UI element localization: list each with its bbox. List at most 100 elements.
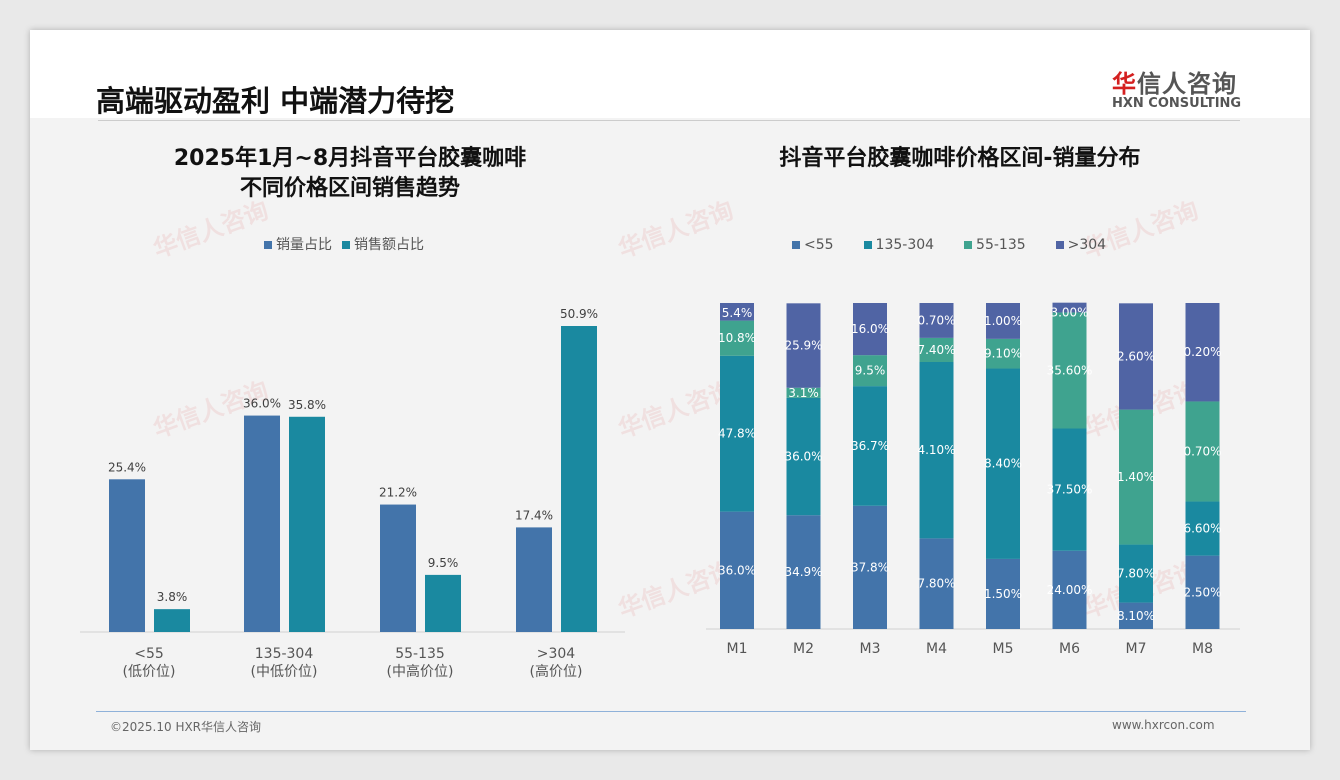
data-label: 9.5%	[855, 364, 886, 378]
stacked-bar-segment	[919, 337, 954, 363]
data-label: 16.0%	[851, 322, 889, 336]
stacked-bar-segment	[986, 558, 1020, 629]
data-label: 0.20%	[1183, 345, 1221, 359]
right-chart-title: 抖音平台胶囊咖啡价格区间-销量分布	[779, 146, 1141, 171]
stacked-bar-segment	[1185, 303, 1220, 402]
stacked-bar-segment	[853, 505, 887, 629]
x-tick-label: M7	[1126, 641, 1147, 657]
header	[30, 30, 1310, 118]
data-label: 47.8%	[718, 427, 756, 441]
data-label: 8.10%	[1117, 609, 1155, 623]
data-label: 25.4%	[108, 460, 146, 474]
stacked-bar-segment	[1119, 409, 1153, 545]
bar-volume-share	[516, 527, 552, 632]
x-tick-label: M1	[727, 641, 748, 657]
logo-subtitle: HXN CONSULTING	[1112, 96, 1242, 111]
data-label: 1.40%	[1117, 470, 1155, 484]
stacked-bar-segment	[720, 511, 754, 629]
data-label: 7.40%	[917, 343, 955, 357]
x-tick-label: M8	[1192, 641, 1213, 657]
x-tick-sublabel: (高价位)	[530, 663, 583, 680]
stacked-bar-segment	[1119, 544, 1153, 603]
legend-item: 销量占比	[264, 234, 332, 254]
bar-volume-share	[109, 479, 145, 632]
bar-sales-value-share	[425, 574, 461, 632]
legend-item: 55-135	[964, 237, 1026, 253]
stacked-bar-segment	[786, 387, 821, 398]
data-label: 0.70%	[917, 313, 955, 327]
stacked-bar-segment	[786, 515, 821, 629]
data-label: 37.8%	[851, 560, 889, 574]
page-title: 高端驱动盈利 中端潜力待挖	[96, 84, 455, 118]
stacked-bar-segment	[786, 397, 821, 516]
data-label: 2.60%	[1117, 349, 1155, 363]
stacked-bar-segment	[1185, 501, 1220, 556]
charts: 25.4% 3.8% <55 (低价位) 36.0% 35.8% 135-304 (中低价位)…	[80, 302, 1240, 680]
divider	[98, 120, 1240, 121]
data-label: 50.9%	[560, 307, 598, 321]
data-label: 36.0%	[718, 563, 756, 577]
legend-item: >304	[1055, 237, 1106, 253]
data-label: 6.60%	[1183, 522, 1221, 536]
data-label: 5.4%	[722, 306, 753, 320]
data-label: 1.50%	[984, 587, 1022, 601]
data-label: 24.00%	[1047, 583, 1093, 597]
stacked-bar-segment	[919, 538, 954, 629]
legend-item: 135-304	[863, 237, 934, 253]
x-tick-sublabel: (中高价位)	[387, 663, 454, 680]
stacked-bar-segment	[986, 303, 1020, 339]
stacked-bar-segment	[1052, 428, 1087, 551]
data-label: 25.9%	[784, 339, 822, 353]
left-chart-title: 2025年1月~8月抖音平台胶囊咖啡 不同价格区间销售趋势	[173, 146, 527, 201]
stacked-bar-segment	[720, 303, 754, 321]
stacked-bar-segment	[853, 303, 887, 356]
stacked-bar-segment	[1185, 555, 1220, 629]
stacked-bar-segment	[853, 386, 887, 506]
x-tick-label: M3	[860, 641, 881, 657]
stacked-bar-segment	[853, 355, 887, 387]
stacked-bar-segment	[919, 303, 954, 338]
x-tick-sublabel: (中低价位)	[251, 664, 318, 680]
stacked-bar-segment	[720, 355, 754, 512]
copyright: ©2025.10 HXR华信人咨询	[110, 720, 262, 734]
right-chart-legend: <55 135-304 55-135 >304	[792, 237, 1106, 253]
legend-item: <55	[792, 237, 834, 253]
x-tick-label: M6	[1059, 641, 1080, 657]
stacked-bar-segment	[919, 362, 954, 539]
data-label: 3.8%	[157, 590, 188, 604]
data-label: 3.00%	[1050, 306, 1088, 320]
stacked-bar-segment	[1052, 302, 1087, 313]
x-tick-label: M4	[926, 641, 947, 657]
data-label: 35.8%	[288, 398, 326, 412]
bar-sales-value-share	[289, 416, 325, 632]
data-label: 21.2%	[379, 486, 417, 500]
x-tick-label: M2	[793, 641, 814, 657]
data-label: 36.7%	[851, 439, 889, 453]
x-tick-label: 135-304	[255, 646, 314, 662]
stacked-bar-segment	[1119, 602, 1153, 629]
left-chart-legend: 销量占比 销售额占比	[264, 234, 424, 254]
data-label: 4.10%	[917, 443, 955, 457]
bar-volume-share	[380, 504, 416, 632]
data-label: 10.8%	[718, 331, 756, 345]
data-label: 3.1%	[788, 386, 819, 400]
data-label: 2.50%	[1183, 585, 1221, 599]
data-label: 7.80%	[917, 577, 955, 591]
x-tick-label: M5	[993, 641, 1014, 657]
data-label: 36.0%	[243, 397, 281, 411]
stacked-bar-segment	[986, 338, 1020, 369]
data-label: 35.60%	[1047, 363, 1093, 377]
website-link[interactable]: www.hxrcon.com	[1112, 718, 1215, 732]
stacked-bar-segment	[720, 320, 754, 356]
bar-volume-share	[244, 415, 280, 632]
stacked-bar-segment	[1185, 401, 1220, 502]
bar-sales-value-share	[154, 609, 190, 632]
x-tick-label: 55-135	[395, 646, 445, 662]
bar-sales-value-share	[561, 326, 597, 632]
legend-item: 销售额占比	[342, 234, 424, 254]
data-label: 37.50%	[1047, 483, 1093, 497]
data-label: 9.10%	[984, 347, 1022, 361]
stacked-bar-segment	[786, 303, 821, 388]
footer-divider	[96, 711, 1246, 712]
stacked-bar-segment	[1052, 312, 1087, 429]
